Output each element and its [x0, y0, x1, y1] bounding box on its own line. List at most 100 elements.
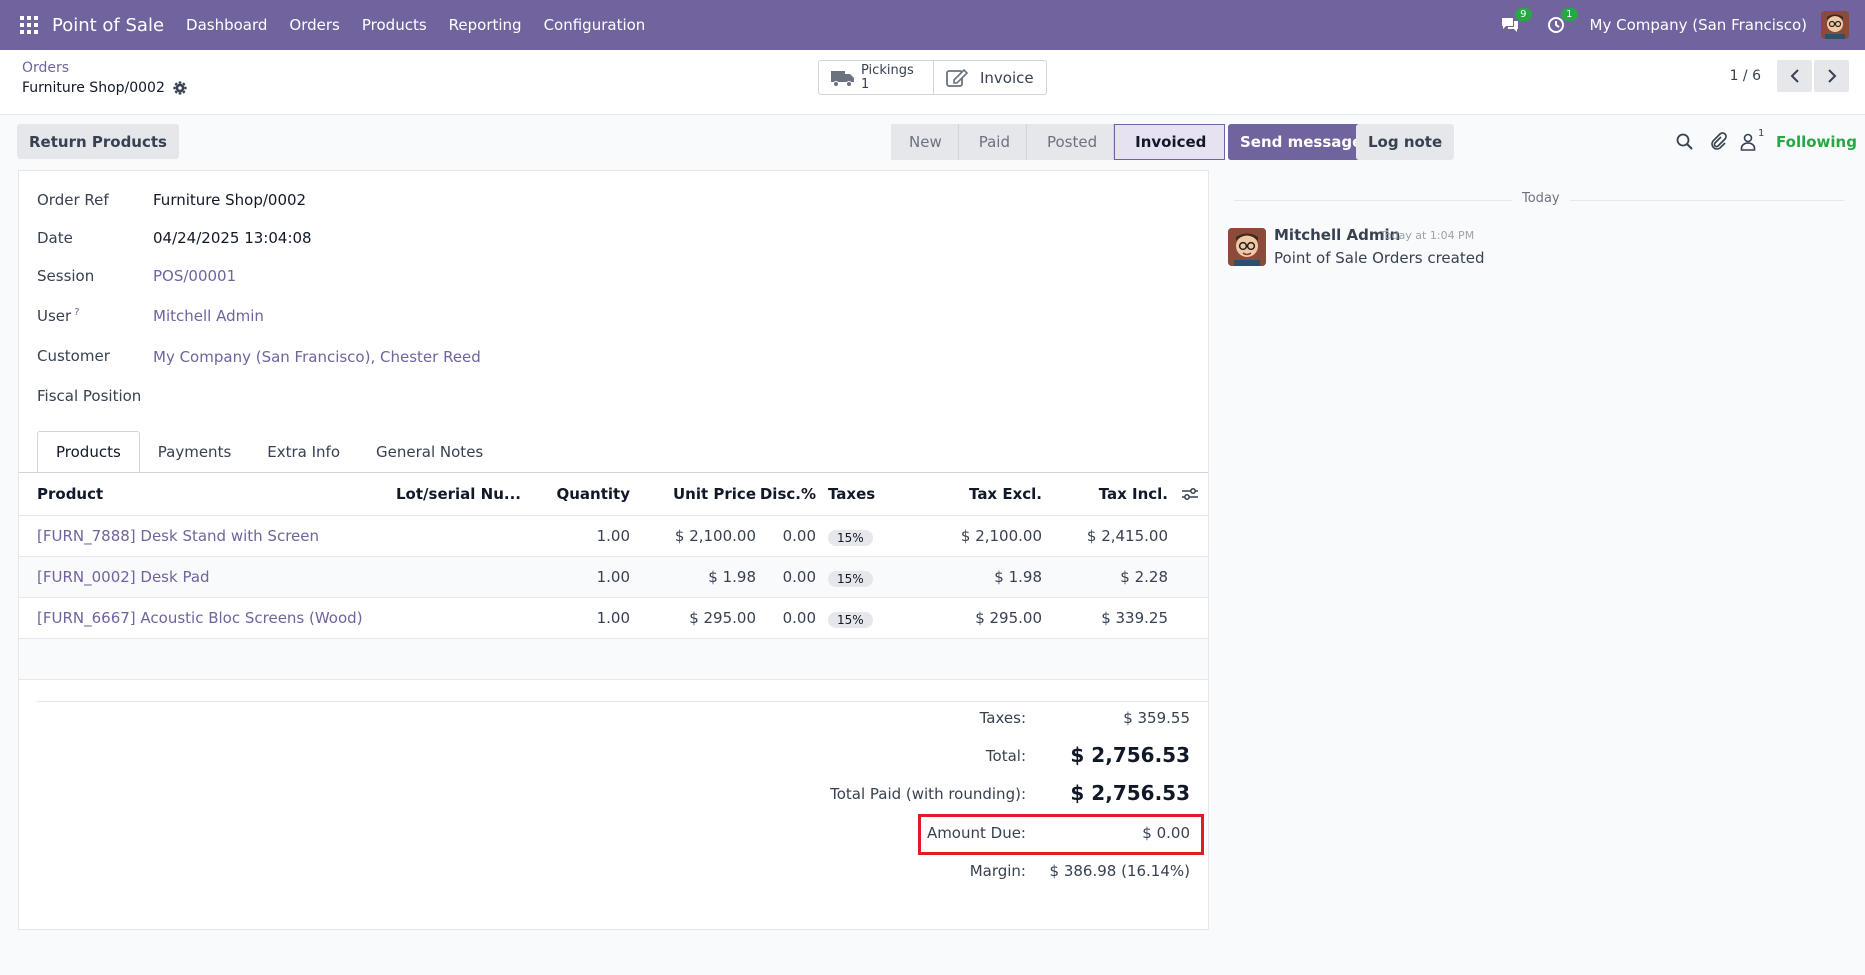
- menu-orders[interactable]: Orders: [289, 16, 340, 34]
- col-tax-excl[interactable]: Tax Excl.: [969, 485, 1042, 503]
- totals-divider: [37, 701, 1208, 702]
- line-unit-price: $ 295.00: [689, 609, 756, 627]
- date-label: Date: [37, 229, 73, 247]
- message-time: Today at 1:04 PM: [1380, 229, 1475, 242]
- following-button[interactable]: Following: [1776, 133, 1857, 151]
- line-tax-tag: 15%: [828, 569, 873, 587]
- activities-icon[interactable]: 1: [1544, 8, 1578, 37]
- gear-icon[interactable]: [173, 81, 187, 95]
- pager-next[interactable]: [1814, 60, 1849, 92]
- pager-previous[interactable]: [1777, 60, 1812, 92]
- session-label: Session: [37, 267, 95, 285]
- column-settings-icon[interactable]: [1182, 487, 1198, 501]
- invoice-label: Invoice: [980, 68, 1034, 87]
- stage-invoiced[interactable]: Invoiced: [1114, 124, 1226, 160]
- line-tax-incl: $ 339.25: [1101, 609, 1168, 627]
- line-disc: 0.00: [782, 527, 816, 545]
- invoice-button[interactable]: Invoice: [933, 61, 1046, 94]
- line-tax-tag: 15%: [828, 610, 873, 628]
- total-value: $ 2,756.53: [1070, 743, 1190, 767]
- col-unit-price[interactable]: Unit Price: [673, 485, 756, 503]
- pager-value[interactable]: 1 / 6: [1729, 68, 1761, 84]
- paperclip-icon[interactable]: [1708, 132, 1728, 152]
- notebook-tabs: Products Payments Extra Info General Not…: [37, 431, 501, 473]
- author-avatar[interactable]: [1228, 228, 1266, 266]
- line-quantity: 1.00: [596, 568, 630, 586]
- table-row[interactable]: [FURN_6667] Acoustic Bloc Screens (Wood)…: [19, 597, 1208, 638]
- tax-badge: 15%: [828, 571, 873, 587]
- user-avatar[interactable]: [1821, 11, 1849, 39]
- col-lot[interactable]: Lot/serial Nu...: [396, 485, 521, 503]
- smart-buttons: Pickings 1 Invoice: [818, 60, 1047, 95]
- apps-menu-icon[interactable]: [20, 16, 38, 34]
- stage-paid[interactable]: Paid: [958, 124, 1027, 160]
- stage-new[interactable]: New: [891, 124, 959, 160]
- company-switcher[interactable]: My Company (San Francisco): [1589, 16, 1807, 34]
- table-header: Product Lot/serial Nu... Quantity Unit P…: [19, 473, 1208, 515]
- line-tax-incl: $ 2.28: [1120, 568, 1168, 586]
- session-link[interactable]: POS/00001: [153, 267, 237, 285]
- send-message-button[interactable]: Send message: [1228, 124, 1375, 160]
- pickings-count: 1: [861, 76, 870, 92]
- app-name[interactable]: Point of Sale: [52, 14, 165, 36]
- col-tax-incl[interactable]: Tax Incl.: [1098, 485, 1168, 503]
- menu-configuration[interactable]: Configuration: [543, 16, 646, 34]
- table-row[interactable]: [FURN_7888] Desk Stand with Screen 1.00 …: [19, 515, 1208, 556]
- menu-reporting[interactable]: Reporting: [448, 16, 522, 34]
- menu-dashboard[interactable]: Dashboard: [186, 16, 268, 34]
- line-tax-incl: $ 2,415.00: [1086, 527, 1168, 545]
- user-link[interactable]: Mitchell Admin: [153, 307, 264, 325]
- chevron-right-icon: [1827, 69, 1836, 83]
- log-note-button[interactable]: Log note: [1356, 124, 1455, 160]
- breadcrumb-orders[interactable]: Orders: [22, 60, 70, 76]
- line-disc: 0.00: [782, 609, 816, 627]
- line-product[interactable]: [FURN_0002] Desk Pad: [37, 568, 210, 586]
- form-sheet: Order Ref Furniture Shop/0002 Date 04/24…: [18, 170, 1209, 930]
- activities-badge: 1: [1561, 8, 1578, 21]
- date-value: 04/24/2025 13:04:08: [153, 229, 312, 247]
- line-tax-excl: $ 295.00: [975, 609, 1042, 627]
- date-separator: Today: [1512, 191, 1570, 206]
- line-quantity: 1.00: [596, 527, 630, 545]
- tab-payments[interactable]: Payments: [157, 443, 232, 461]
- tax-badge: 15%: [828, 612, 873, 628]
- message-author[interactable]: Mitchell Admin: [1274, 226, 1401, 244]
- tab-general-notes[interactable]: General Notes: [376, 443, 484, 461]
- amount-due-value: $ 0.00: [1142, 824, 1190, 842]
- line-unit-price: $ 2,100.00: [674, 527, 756, 545]
- search-icon[interactable]: [1675, 132, 1695, 152]
- user-label-text: User: [37, 307, 72, 325]
- col-quantity[interactable]: Quantity: [556, 485, 631, 503]
- chatter: Send message Log note 1 Following Today …: [1228, 115, 1865, 975]
- tab-extra-info[interactable]: Extra Info: [267, 443, 341, 461]
- line-product[interactable]: [FURN_6667] Acoustic Bloc Screens (Wood): [37, 609, 363, 627]
- total-label: Total:: [985, 747, 1026, 765]
- pager: 1 / 6: [1730, 60, 1849, 92]
- tab-products[interactable]: Products: [37, 431, 140, 473]
- amount-due-highlight: [918, 814, 1204, 855]
- messages-icon[interactable]: 9: [1498, 8, 1532, 37]
- menu-products[interactable]: Products: [361, 16, 427, 34]
- margin-value: $ 386.98 (16.14%): [1049, 862, 1190, 880]
- col-taxes[interactable]: Taxes: [828, 485, 876, 503]
- user-help-icon[interactable]: ?: [74, 307, 80, 318]
- amount-due-label: Amount Due:: [926, 824, 1026, 842]
- order-ref-value: Furniture Shop/0002: [153, 191, 307, 209]
- table-row[interactable]: [FURN_0002] Desk Pad 1.00 $ 1.98 0.00 15…: [19, 556, 1208, 597]
- pickings-button[interactable]: Pickings 1: [819, 61, 933, 94]
- followers-button[interactable]: 1: [1740, 128, 1764, 152]
- edit-icon: [946, 68, 968, 87]
- margin-label: Margin:: [969, 862, 1026, 880]
- tab-divider: [19, 472, 1208, 473]
- chevron-left-icon: [1790, 69, 1799, 83]
- col-product[interactable]: Product: [37, 485, 104, 503]
- return-products-button[interactable]: Return Products: [17, 124, 179, 159]
- line-product[interactable]: [FURN_7888] Desk Stand with Screen: [37, 527, 319, 545]
- fiscal-position-label: Fiscal Position: [37, 387, 142, 405]
- total-paid-value: $ 2,756.53: [1070, 781, 1190, 805]
- followers-count: 1: [1758, 128, 1765, 139]
- stage-posted[interactable]: Posted: [1026, 124, 1115, 160]
- user-icon: [1740, 133, 1756, 151]
- customer-link[interactable]: My Company (San Francisco), Chester Reed: [153, 348, 481, 366]
- col-disc[interactable]: Disc.%: [759, 485, 816, 503]
